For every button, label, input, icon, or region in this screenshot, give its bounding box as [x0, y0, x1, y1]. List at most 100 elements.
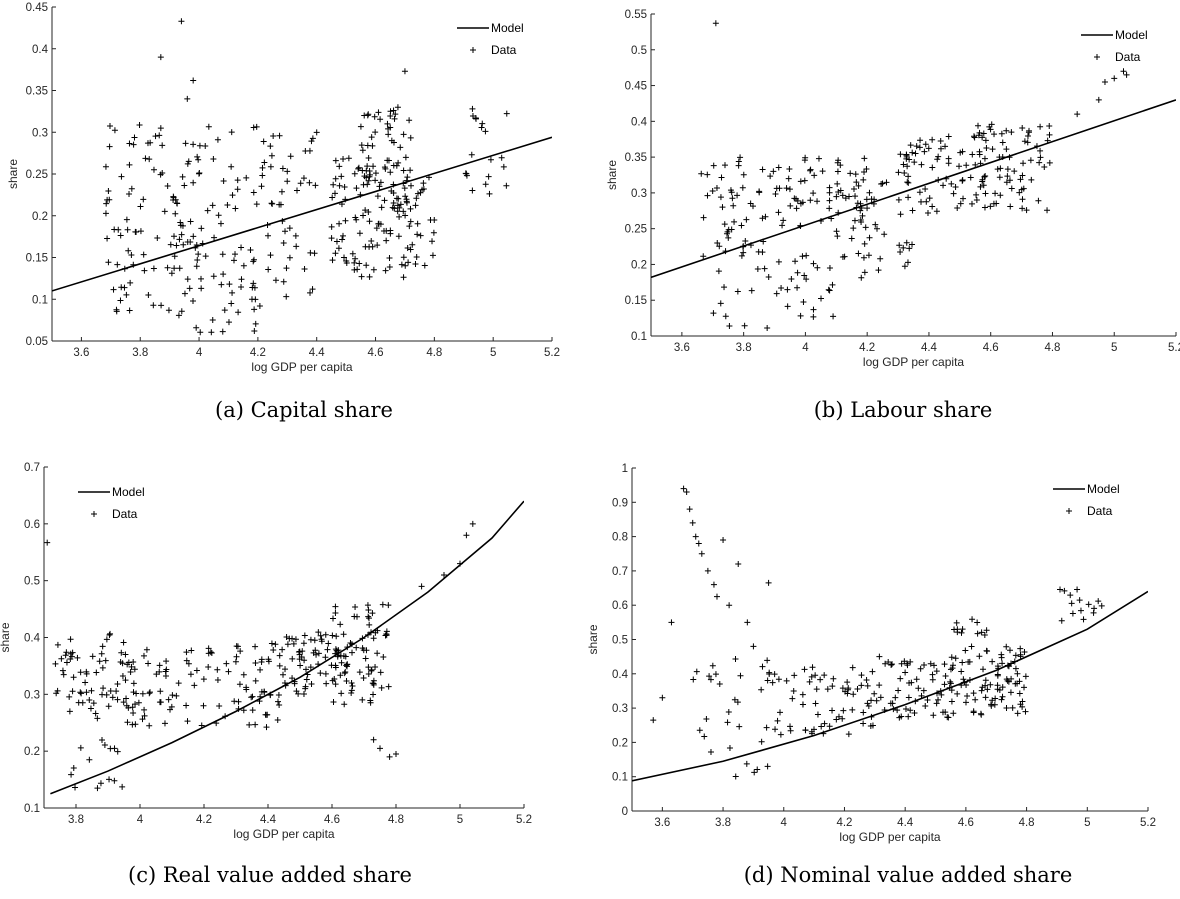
data-point — [235, 309, 242, 316]
data-point — [793, 205, 800, 212]
data-point — [830, 313, 837, 320]
data-point — [402, 212, 409, 219]
data-point — [400, 254, 407, 261]
data-point — [924, 696, 931, 703]
data-point — [394, 208, 401, 215]
data-point — [375, 220, 382, 227]
x-tick-label: 4.8 — [426, 347, 442, 359]
data-point — [385, 683, 392, 690]
data-point — [772, 190, 779, 197]
data-point — [269, 200, 276, 207]
data-point — [472, 114, 479, 121]
data-point — [407, 205, 414, 212]
data-point — [302, 148, 309, 155]
data-point — [821, 672, 828, 679]
data-point — [1123, 71, 1130, 78]
data-point — [698, 170, 705, 177]
data-point — [197, 329, 204, 336]
data-point — [1004, 166, 1011, 173]
data-point — [111, 127, 118, 134]
data-point — [876, 653, 883, 660]
data-point — [190, 233, 197, 240]
data-point — [86, 756, 93, 763]
data-point — [140, 652, 147, 659]
x-tick-label: 4.6 — [983, 342, 999, 354]
data-point — [307, 289, 314, 296]
data-point — [858, 682, 865, 689]
data-point — [463, 532, 470, 539]
data-point — [395, 159, 402, 166]
data-point — [205, 663, 212, 670]
data-point — [824, 686, 831, 693]
data-point — [119, 673, 126, 680]
data-point — [812, 672, 819, 679]
data-point — [297, 180, 304, 187]
data-point — [881, 231, 888, 238]
data-point — [933, 700, 940, 707]
data-point — [1058, 617, 1065, 624]
data-point — [357, 123, 364, 130]
x-tick-label: 4.2 — [196, 814, 212, 826]
data-point — [952, 183, 959, 190]
y-tick-label: 0 — [622, 806, 628, 818]
data-point — [710, 310, 717, 317]
data-point — [846, 193, 853, 200]
data-point — [701, 733, 708, 740]
data-point — [141, 706, 148, 713]
data-point — [351, 266, 358, 273]
data-point — [771, 671, 778, 678]
data-point — [371, 113, 378, 120]
data-point — [87, 705, 94, 712]
data-point — [400, 131, 407, 138]
data-point — [114, 680, 121, 687]
y-tick-label: 0.4 — [32, 44, 49, 56]
data-point — [949, 662, 956, 669]
data-point — [390, 107, 397, 114]
data-point — [778, 284, 785, 291]
data-point — [178, 308, 185, 315]
data-point — [363, 262, 370, 269]
data-point — [400, 167, 407, 174]
chart-real-value-added-share: 3.8 4 4.2 4.4 4.6 4.8 5 5.2 0.1 0.2 0.3 0.4 0.5 0.6 0.… — [0, 462, 532, 841]
data-point — [286, 254, 293, 261]
data-point — [968, 200, 975, 207]
data-point — [941, 681, 948, 688]
data-point — [366, 621, 373, 628]
data-point — [270, 647, 277, 654]
data-point — [407, 134, 414, 141]
data-point — [366, 273, 373, 280]
data-point — [759, 663, 766, 670]
data-point — [848, 235, 855, 242]
data-point — [365, 606, 372, 613]
data-point — [372, 170, 379, 177]
data-point — [852, 193, 859, 200]
data-point — [375, 109, 382, 116]
data-point — [1019, 196, 1026, 203]
data-point — [417, 189, 424, 196]
data-point — [238, 276, 245, 283]
data-point — [931, 662, 938, 669]
data-point — [250, 189, 257, 196]
data-point — [309, 135, 316, 142]
data-point — [263, 724, 270, 731]
data-point — [741, 322, 748, 329]
data-point — [864, 682, 871, 689]
data-point — [292, 636, 299, 643]
data-point — [991, 701, 998, 708]
data-point — [240, 671, 247, 678]
data-point — [790, 688, 797, 695]
data-point — [994, 166, 1001, 173]
data-point — [252, 677, 259, 684]
data-point — [901, 263, 908, 270]
data-point — [140, 196, 147, 203]
data-point — [872, 221, 879, 228]
data-point — [845, 731, 852, 738]
data-point — [335, 245, 342, 252]
data-point — [128, 185, 135, 192]
data-point — [1028, 176, 1035, 183]
data-point — [272, 641, 279, 648]
data-point — [63, 649, 70, 656]
data-point — [818, 295, 825, 302]
data-point — [253, 123, 260, 130]
data-point — [341, 183, 348, 190]
